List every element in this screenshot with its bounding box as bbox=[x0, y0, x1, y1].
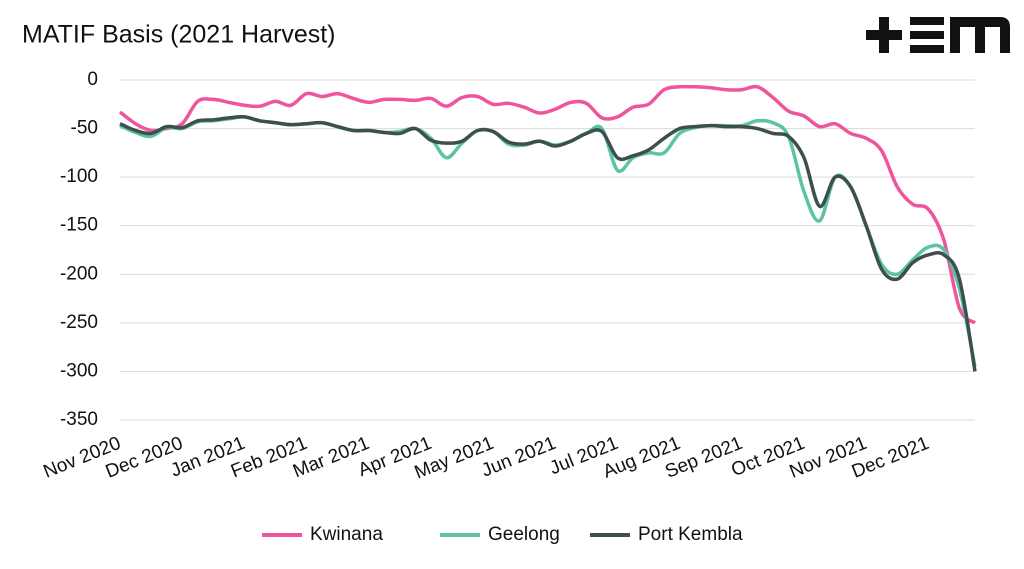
series-line bbox=[118, 84, 977, 325]
y-tick-label: -250 bbox=[60, 312, 98, 333]
series-line bbox=[119, 115, 977, 372]
legend-label: Port Kembla bbox=[638, 524, 743, 545]
chart-title: MATIF Basis (2021 Harvest) bbox=[22, 21, 336, 49]
y-tick-label: -350 bbox=[60, 409, 98, 430]
logo bbox=[866, 17, 1010, 53]
series-line bbox=[119, 115, 977, 367]
legend-label: Geelong bbox=[488, 524, 560, 545]
legend-label: Kwinana bbox=[310, 524, 383, 545]
y-tick-label: -300 bbox=[60, 360, 98, 381]
y-tick-label: -100 bbox=[60, 166, 98, 187]
y-tick-label: -50 bbox=[71, 118, 98, 139]
y-tick-label: -200 bbox=[60, 263, 98, 284]
y-tick-label: -150 bbox=[60, 215, 98, 236]
y-tick-label: 0 bbox=[87, 69, 98, 90]
